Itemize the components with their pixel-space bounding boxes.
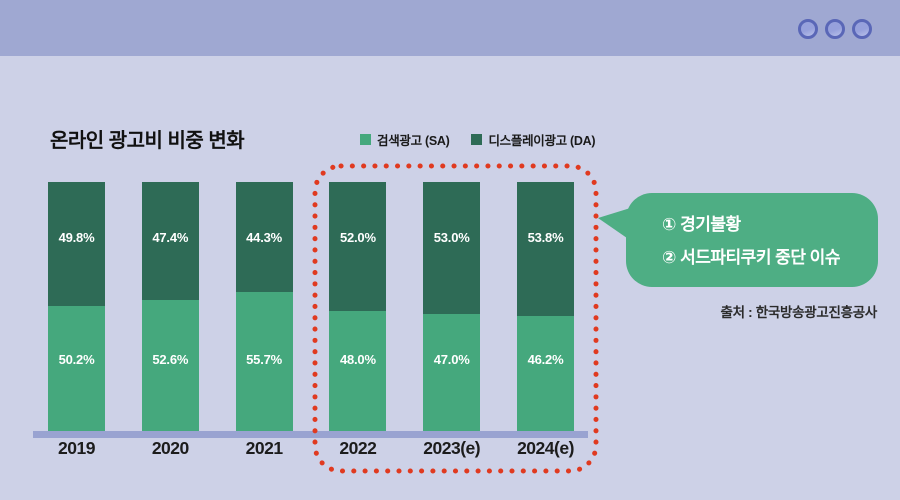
bar-column-2020: 47.4% 52.6%: [141, 182, 199, 431]
chart-legend: 검색광고 (SA) 디스플레이광고 (DA): [360, 130, 596, 149]
bar-segment-sa-2020: [141, 300, 199, 431]
legend-item-da: 디스플레이광고 (DA): [471, 130, 596, 149]
bar-value-label-sa-2024(e): 46.2%: [527, 352, 564, 367]
x-axis-label-2022: 2022: [339, 438, 377, 458]
bar-segment-da-2023(e): [423, 182, 481, 314]
x-axis-label-2019: 2019: [58, 438, 95, 458]
bar-column-2023(e): 53.0% 47.0%: [423, 182, 481, 431]
bar-segment-sa-2019: [48, 306, 105, 431]
window-control-button-3[interactable]: [852, 19, 872, 39]
bar-segment-da-2021: [235, 182, 293, 292]
x-axis-label-2023(e): 2023(e): [423, 438, 481, 458]
bar-segment-sa-2021: [235, 292, 293, 431]
source-text: 출처 : 한국방송광고진흥공사: [720, 305, 877, 320]
callout-bubble: ① 경기불황 ② 서드파티쿠키 중단 이슈: [626, 193, 878, 287]
legend-label-sa: 검색광고 (SA): [377, 134, 450, 148]
legend-swatch-da-icon: [471, 134, 483, 145]
bar-column-2022: 52.0% 48.0%: [329, 182, 387, 431]
x-axis-label-2021: 2021: [245, 438, 283, 458]
highlight-dotted-box: [312, 163, 599, 474]
bar-value-label-sa-2019: 50.2%: [58, 352, 95, 367]
bar-value-label-sa-2020: 52.6%: [152, 352, 189, 367]
bar-value-label-da-2020: 47.4%: [152, 230, 189, 245]
window-controls: [798, 19, 872, 39]
bar-segment-da-2020: [141, 182, 199, 300]
bar-segment-sa-2022: [329, 311, 387, 431]
bar-segment-da-2022: [329, 182, 387, 311]
bar-segment-da-2024(e): [517, 182, 574, 316]
window-titlebar: [0, 0, 900, 56]
bar-value-label-sa-2022: 48.0%: [339, 352, 376, 367]
legend-item-sa: 검색광고 (SA): [360, 130, 450, 149]
callout-line-2: ② 서드파티쿠키 중단 이슈: [662, 248, 840, 267]
window-control-button-2[interactable]: [825, 19, 845, 39]
bar-column-2019: 49.8% 50.2%: [48, 182, 105, 431]
chart-title: 온라인 광고비 비중 변화: [50, 130, 245, 152]
bar-value-label-sa-2023(e): 47.0%: [433, 352, 470, 367]
bar-value-label-da-2023(e): 53.0%: [433, 230, 470, 245]
bar-segment-da-2019: [48, 182, 105, 306]
x-axis-label-2020: 2020: [151, 438, 189, 458]
x-axis-label-2024(e): 2024(e): [517, 438, 574, 458]
x-axis-line: [33, 431, 588, 438]
bar-segment-sa-2024(e): [517, 316, 574, 431]
bar-column-2024(e): 53.8% 46.2%: [517, 182, 574, 431]
bar-value-label-da-2022: 52.0%: [339, 230, 376, 245]
legend-label-da: 디스플레이광고 (DA): [488, 134, 596, 148]
bar-value-label-sa-2021: 55.7%: [246, 352, 283, 367]
bar-value-label-da-2019: 49.8%: [58, 230, 95, 245]
bar-value-label-da-2024(e): 53.8%: [527, 230, 564, 245]
bar-segment-sa-2023(e): [423, 314, 481, 431]
bar-column-2021: 44.3% 55.7%: [235, 182, 293, 431]
window-control-button-1[interactable]: [798, 19, 818, 39]
bar-value-label-da-2021: 44.3%: [246, 230, 283, 245]
callout-line-1: ① 경기불황: [662, 215, 741, 234]
legend-swatch-sa-icon: [360, 134, 371, 145]
